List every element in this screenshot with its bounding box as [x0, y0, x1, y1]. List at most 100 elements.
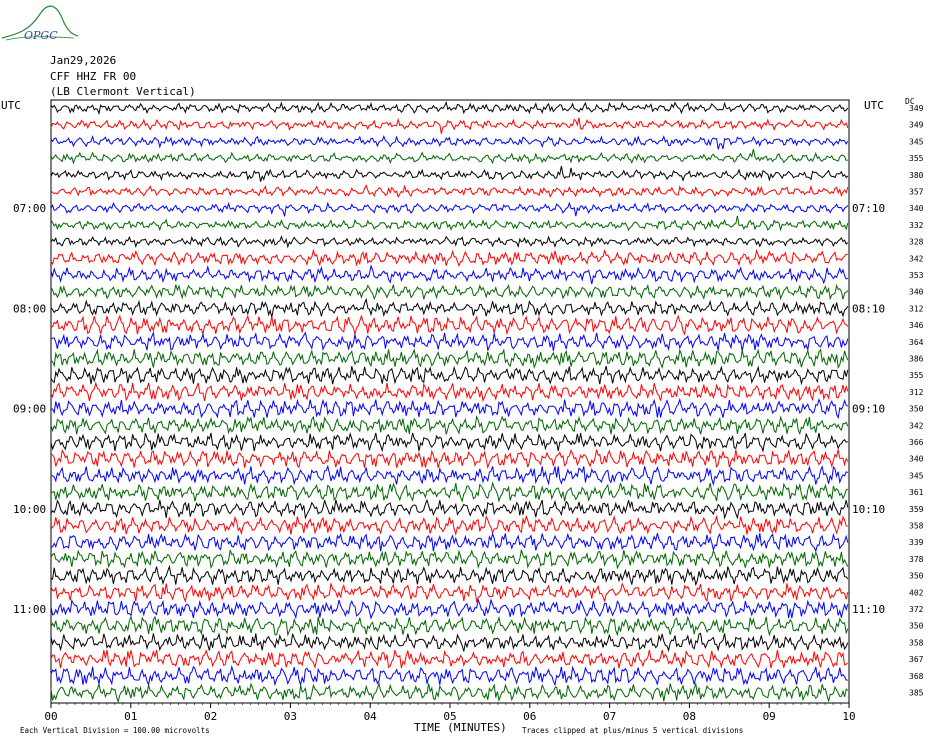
trace-line: [50, 649, 849, 670]
trace-line: [50, 283, 849, 301]
right-hour-label: 09:10: [852, 403, 885, 416]
x-tick-label: 10: [842, 710, 855, 723]
dc-offset-label: 357: [909, 188, 924, 197]
trace-line: [50, 348, 849, 370]
trace-line: [50, 514, 848, 536]
x-tick-label: 00: [44, 710, 57, 723]
dc-offset-label: 367: [909, 655, 924, 664]
trace-line: [50, 297, 849, 318]
dc-offset-label: 386: [909, 355, 924, 364]
dc-offset-label: 355: [909, 371, 924, 380]
dc-offset-label: 340: [909, 288, 924, 297]
dc-offset-label: 402: [909, 588, 924, 597]
trace-line: [50, 365, 849, 386]
trace-line: [50, 100, 849, 116]
dc-offset-label: 345: [909, 471, 924, 480]
dc-offset-label: 345: [909, 137, 924, 146]
dc-offset-label: 342: [909, 421, 924, 430]
trace-line: [50, 330, 849, 352]
dc-offset-label: 368: [909, 672, 924, 681]
logo-text: OPGC: [24, 29, 58, 42]
x-tick-label: 03: [284, 710, 297, 723]
trace-line: [50, 184, 849, 198]
trace-line: [50, 215, 849, 232]
trace-line: [50, 549, 849, 570]
dc-offset-label: 350: [909, 572, 924, 581]
trace-line: [50, 148, 848, 165]
trace-line: [50, 165, 849, 182]
trace-line: [50, 481, 849, 503]
dc-offset-label: 342: [909, 254, 924, 263]
clip-note: Traces clipped at plus/minus 5 vertical …: [522, 726, 744, 735]
trace-line: [50, 314, 849, 336]
dc-offset-label: 359: [909, 505, 924, 514]
dc-offset-label: 361: [909, 488, 924, 497]
trace-line: [50, 681, 849, 704]
dc-offset-label: 339: [909, 538, 924, 547]
left-hour-label: 09:00: [13, 403, 46, 416]
dc-offset-label: 366: [909, 438, 924, 447]
trace-line: [50, 414, 849, 436]
dc-offset-label: 312: [909, 388, 924, 397]
dc-offset-label: 355: [909, 154, 924, 163]
right-hour-label: 07:10: [852, 202, 885, 215]
dc-offset-label: 350: [909, 405, 924, 414]
trace-line: [50, 564, 849, 587]
left-hour-label: 08:00: [13, 302, 46, 315]
dc-offset-label: 380: [909, 171, 924, 180]
trace-line: [50, 632, 849, 653]
trace-line: [50, 264, 849, 285]
dc-offset-label: 358: [909, 638, 924, 647]
x-tick-label: 05: [443, 710, 456, 723]
dc-offset-label: 332: [909, 221, 924, 230]
x-tick-label: 04: [364, 710, 378, 723]
trace-line: [50, 582, 849, 604]
x-tick-label: 01: [124, 710, 137, 723]
utc-right-label: UTC: [864, 99, 884, 112]
dc-offset-label: 349: [909, 104, 924, 113]
dc-offset-label: 340: [909, 204, 924, 213]
dc-offset-label: 346: [909, 321, 924, 330]
dc-offset-label: 364: [909, 338, 924, 347]
right-hour-label: 10:10: [852, 503, 885, 516]
x-axis-label: TIME (MINUTES): [414, 721, 507, 734]
dc-header: DC: [905, 97, 915, 106]
x-tick-label: 07: [603, 710, 616, 723]
trace-line: [50, 598, 849, 620]
trace-line: [50, 615, 849, 637]
logo-mountain-icon: [1, 5, 79, 39]
location-label: (LB Clermont Vertical): [50, 85, 196, 98]
trace-line: [50, 449, 849, 470]
left-hour-label: 11:00: [13, 603, 46, 616]
dc-offset-label: 340: [909, 455, 924, 464]
trace-line: [50, 464, 849, 487]
x-tick-label: 06: [523, 710, 536, 723]
dc-offset-label: 349: [909, 121, 924, 130]
dc-offset-label: 350: [909, 622, 924, 631]
utc-left-label: UTC: [1, 99, 21, 112]
trace-line: [50, 664, 848, 687]
dc-offset-label: 372: [909, 605, 924, 614]
trace-line: [50, 498, 849, 520]
dc-offset-label: 312: [909, 304, 924, 313]
opgc-logo: OPGC: [1, 5, 79, 42]
trace-line: [50, 117, 849, 134]
date-label: Jan29,2026: [50, 54, 117, 67]
trace-line: [50, 201, 849, 217]
trace-line: [50, 381, 849, 403]
scale-note: Each Vertical Division = 100.00 microvol…: [20, 726, 210, 735]
dc-offset-label: 328: [909, 238, 924, 247]
left-hour-label: 07:00: [13, 202, 46, 215]
trace-line: [50, 248, 849, 267]
trace-line: [50, 532, 849, 553]
left-hour-label: 10:00: [13, 503, 46, 516]
dc-offset-label: 358: [909, 522, 924, 531]
x-tick-label: 02: [204, 710, 217, 723]
right-hour-label: 08:10: [852, 302, 885, 315]
trace-line: [50, 235, 849, 249]
station-label: CFF HHZ FR 00: [50, 70, 137, 83]
dc-offset-label: 353: [909, 271, 924, 280]
dc-offset-label: 378: [909, 555, 924, 564]
trace-line: [50, 397, 849, 420]
